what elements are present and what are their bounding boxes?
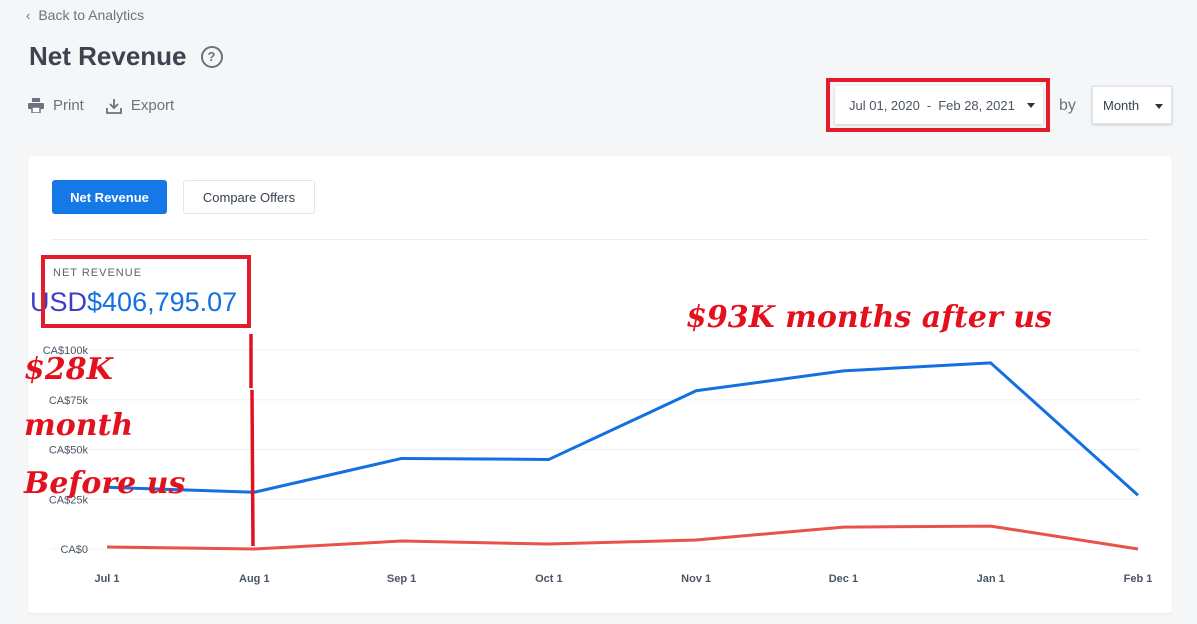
- group-by-select[interactable]: Month: [1092, 86, 1172, 124]
- back-link-label: Back to Analytics: [38, 7, 145, 23]
- annotation-after: $93K months after us: [686, 300, 1052, 335]
- date-range-picker[interactable]: Jul 01, 2020 - Feb 28, 2021: [835, 86, 1043, 124]
- tab-net-revenue[interactable]: Net Revenue: [52, 180, 167, 214]
- x-tick-label: Dec 1: [829, 573, 858, 585]
- series-line-0: [106, 361, 1140, 497]
- help-icon[interactable]: ?: [200, 45, 223, 68]
- page-title-text: Net Revenue: [29, 41, 187, 71]
- x-tick-label: Feb 1: [1124, 573, 1153, 585]
- x-tick-label: Sep 1: [387, 573, 416, 585]
- x-tick-label: Oct 1: [535, 573, 563, 585]
- y-tick-label: CA$75k: [49, 395, 89, 407]
- net-revenue-highlight: [41, 255, 251, 328]
- printer-icon: [28, 98, 44, 113]
- x-tick-label: Aug 1: [239, 573, 270, 585]
- print-button[interactable]: Print: [28, 97, 84, 114]
- annotation-before-text: Before us: [24, 466, 186, 501]
- net-revenue-value: USD$406,795.07: [30, 287, 237, 318]
- revenue-card: Net Revenue Compare Offers: [28, 156, 1172, 613]
- back-to-analytics-link[interactable]: ‹ Back to Analytics: [26, 7, 144, 23]
- date-range-start: Jul 01, 2020: [849, 97, 920, 113]
- export-button[interactable]: Export: [105, 97, 175, 114]
- annotation-before-unit: month: [24, 408, 134, 443]
- y-tick-label: CA$100k: [43, 345, 89, 357]
- print-label: Print: [53, 97, 84, 114]
- page-title: Net Revenue ?: [29, 41, 223, 72]
- caret-down-icon: [1027, 103, 1035, 108]
- chevron-left-icon: ‹: [26, 7, 31, 23]
- y-tick-label: CA$0: [60, 544, 88, 556]
- tab-compare-offers[interactable]: Compare Offers: [183, 180, 315, 214]
- net-revenue-amount: $406,795.07: [87, 287, 238, 317]
- caret-down-icon: [1155, 104, 1163, 109]
- toolbar: Print Export: [28, 97, 174, 114]
- date-range-end: Feb 28, 2021: [938, 97, 1015, 113]
- x-tick-label: Nov 1: [681, 573, 711, 585]
- net-revenue-label: NET REVENUE: [53, 267, 143, 279]
- y-tick-label: CA$50k: [49, 445, 89, 457]
- series-line-1: [106, 524, 1139, 551]
- y-tick-label: CA$25k: [49, 494, 89, 506]
- x-tick-label: Jul 1: [94, 573, 119, 585]
- group-by-label: by: [1059, 97, 1076, 114]
- net-revenue-currency: USD: [30, 287, 88, 317]
- card-divider: [52, 239, 1148, 240]
- date-range-separator: -: [926, 97, 932, 113]
- date-range-highlight: [826, 78, 1050, 132]
- annotation-before-amount: $28K: [24, 352, 113, 387]
- download-icon: [105, 98, 122, 114]
- export-label: Export: [130, 97, 175, 114]
- group-by-value: Month: [1103, 97, 1140, 113]
- x-tick-label: Jan 1: [977, 573, 1005, 585]
